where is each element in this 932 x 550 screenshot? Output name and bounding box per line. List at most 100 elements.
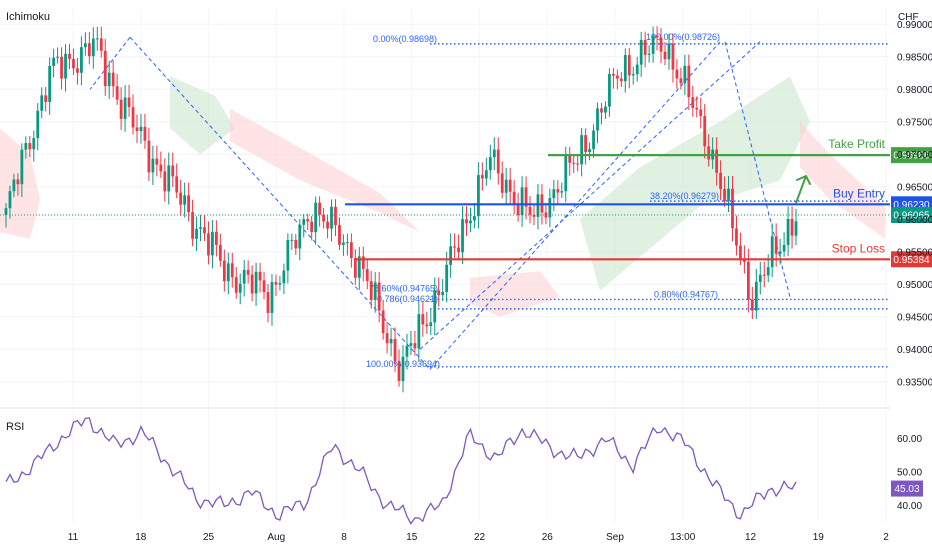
candle-body — [699, 109, 703, 117]
channel-line — [429, 41, 721, 370]
currency-label: CHF — [898, 12, 919, 23]
candle-body — [425, 324, 429, 327]
time-tick-label: 22 — [474, 532, 486, 543]
candle-body — [171, 165, 175, 177]
candle-body — [326, 221, 329, 229]
trade-levels: Take Profit 0.96986 Buy Entry 0.96230 Stop L… — [345, 137, 932, 268]
candle-body — [429, 322, 433, 327]
candle-body — [659, 37, 663, 52]
candle-body — [576, 163, 580, 165]
candle-body — [770, 236, 774, 268]
candle-body — [361, 256, 365, 270]
candle-body — [580, 135, 584, 165]
candle-body — [707, 146, 711, 160]
candle-body — [191, 212, 194, 239]
candle-body — [322, 214, 325, 222]
price-tick-label: 0.96500 — [897, 182, 932, 193]
candle-body — [8, 191, 12, 209]
candle-body — [516, 204, 520, 216]
candle-body — [397, 361, 401, 382]
cloud-green-area — [580, 76, 810, 291]
candle-body — [552, 189, 556, 199]
candle-body — [266, 292, 270, 313]
candle-body — [48, 65, 52, 102]
price-tick-label: 0.97000 — [897, 150, 932, 161]
candle-body — [24, 143, 28, 150]
candle-body — [44, 95, 48, 102]
candle-body — [175, 176, 179, 193]
candle-body — [302, 219, 306, 225]
candle-body — [639, 39, 643, 65]
candle-body — [207, 233, 210, 256]
fib-label: 78.60%(0.94765) — [369, 284, 438, 294]
fib-trend-line — [89, 36, 131, 90]
cloud-green-area — [170, 76, 235, 155]
candle-body — [615, 75, 619, 79]
candle-body — [12, 179, 16, 192]
candle-body — [600, 108, 603, 113]
candle-body — [179, 192, 183, 205]
candle-body — [282, 270, 286, 284]
candle-body — [381, 310, 385, 334]
candle-body — [183, 195, 187, 205]
candle-body — [457, 247, 460, 253]
indicator-label[interactable]: Ichimoku — [6, 11, 50, 23]
candle-body — [286, 240, 290, 271]
candle-body — [461, 219, 464, 253]
candle-body — [500, 173, 504, 193]
level-price-tag — [891, 147, 932, 164]
candle-body — [218, 244, 222, 261]
rsi-label[interactable]: RSI — [6, 421, 24, 433]
time-tick-label: 19 — [813, 532, 825, 543]
candle-body — [338, 225, 341, 245]
candle-body — [80, 47, 83, 73]
candle-body — [762, 274, 766, 276]
candle-body — [731, 188, 734, 229]
price-tick-label: 0.99000 — [897, 20, 932, 31]
price-tick-label: 0.98000 — [897, 85, 932, 96]
candle-body — [405, 345, 409, 357]
rsi-line — [5, 417, 797, 525]
candle-body — [242, 269, 246, 284]
candle-body — [127, 97, 131, 108]
candle-body — [369, 281, 373, 300]
candle-body — [588, 149, 591, 153]
candle-body — [290, 239, 294, 241]
candle-body — [564, 155, 568, 192]
candle-body — [754, 281, 758, 311]
time-axis[interactable]: 11 18 25 Aug 8 15 22 26 Sep 13:00 12 19 2 — [68, 532, 889, 543]
candle-body — [635, 64, 639, 75]
candle-body — [393, 338, 397, 362]
candle-body — [409, 343, 413, 346]
candle-body — [477, 175, 480, 217]
candle-body — [306, 219, 310, 222]
rsi-pane: 60.00 50.00 40.00 45.03 — [5, 417, 923, 525]
candle-body — [766, 267, 770, 276]
candle-body — [758, 274, 762, 282]
candle-body — [83, 43, 87, 48]
candle-body — [342, 242, 345, 245]
candle-body — [643, 39, 647, 55]
fib-label: 38.20%(0.96279) — [650, 191, 719, 201]
time-tick-label: Sep — [606, 532, 624, 543]
candle-body — [556, 189, 560, 193]
candle-body — [258, 271, 262, 281]
candle-body — [91, 38, 95, 57]
candle-body — [528, 206, 532, 215]
price-axis[interactable]: 0.99000 0.98500 0.98000 0.97500 0.97000 0.965… — [897, 20, 932, 389]
fib-label: 0.00%(0.98698) — [373, 34, 437, 44]
time-tick-label: Aug — [267, 532, 285, 543]
candle-body — [357, 256, 361, 278]
candle-body — [735, 228, 738, 246]
candle-body — [465, 219, 468, 224]
candle-body — [794, 221, 798, 236]
candle-body — [131, 107, 135, 128]
candle-body — [215, 231, 218, 245]
candle-body — [687, 65, 691, 98]
candle-body — [695, 107, 699, 110]
level-price-tag-text: 0.95384 — [893, 255, 930, 266]
candle-body — [115, 86, 119, 100]
candle-body — [612, 73, 615, 76]
candle-body — [524, 187, 528, 207]
